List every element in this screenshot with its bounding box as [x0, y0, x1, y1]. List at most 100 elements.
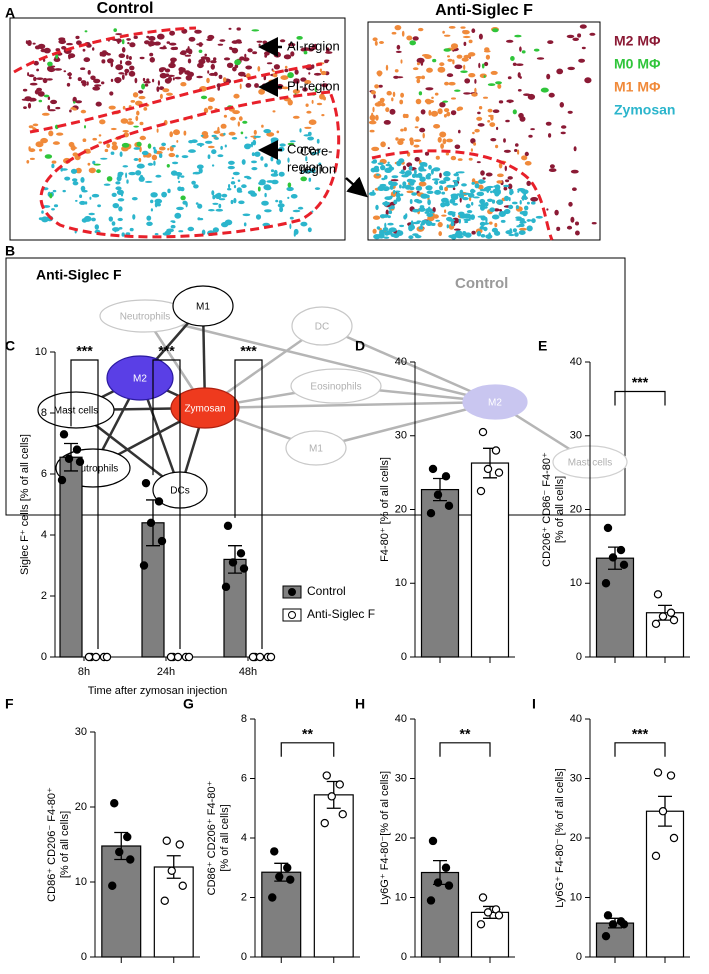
y-tick-label: 0 — [401, 951, 407, 963]
cell-dot — [132, 92, 139, 98]
cell-dot — [384, 196, 393, 201]
cell-dot — [164, 68, 171, 73]
cell-dot — [415, 98, 422, 105]
cell-dot — [457, 158, 463, 161]
cell-dot — [380, 102, 386, 107]
y-axis-label: Ly6G⁺ F4-80⁻ [% of all cells] — [554, 768, 566, 908]
cell-dot — [220, 123, 227, 129]
bar — [153, 866, 194, 958]
data-point — [139, 561, 149, 570]
cell-dot — [131, 197, 138, 201]
cell-dot — [180, 195, 186, 201]
cell-dot — [418, 27, 424, 32]
cell-dot — [126, 121, 134, 125]
cell-dot — [524, 161, 532, 166]
cell-dot — [414, 169, 417, 175]
cell-dot — [34, 89, 40, 95]
cell-dot — [55, 48, 61, 52]
cell-dot — [128, 118, 133, 121]
cell-dot — [439, 172, 442, 178]
cell-dot — [392, 91, 396, 98]
cell-dot — [454, 89, 461, 92]
cell-dot — [530, 128, 535, 131]
cell-dot — [478, 106, 483, 110]
cell-dot — [320, 70, 327, 76]
cell-dot — [196, 43, 204, 46]
significance-bracket — [280, 742, 335, 757]
cell-dot — [211, 134, 217, 138]
y-tick-label: 30 — [570, 772, 582, 784]
cell-dot — [432, 58, 437, 63]
cell-dot — [480, 234, 486, 238]
cell-dot — [68, 76, 72, 80]
cell-dot — [119, 151, 123, 157]
cell-dot — [122, 105, 126, 110]
cell-dot — [155, 174, 162, 178]
cell-dot — [258, 181, 266, 186]
cell-dot — [494, 222, 498, 228]
cell-dot — [223, 57, 231, 61]
cell-dot — [402, 165, 407, 171]
region-label: PI-region — [287, 78, 340, 93]
cell-dot — [272, 69, 275, 73]
cell-dot — [483, 96, 488, 99]
cell-dot — [372, 37, 378, 42]
cell-dot — [482, 222, 490, 225]
cell-dot — [416, 57, 425, 64]
cell-dot — [40, 137, 48, 144]
cell-dot — [268, 79, 277, 84]
cell-dot — [117, 217, 123, 222]
cell-dot — [218, 74, 223, 79]
cell-dot — [432, 167, 441, 172]
data-point — [426, 896, 436, 905]
cell-dot — [273, 152, 278, 157]
cell-dot — [302, 87, 308, 92]
cell-dot — [456, 176, 460, 182]
cell-dot — [496, 180, 503, 184]
cell-dot — [368, 191, 376, 196]
cell-dot — [73, 101, 76, 104]
cell-dot — [244, 136, 248, 139]
chart-panel: G 0 2 4 6 8 CD86⁺ CD206⁺ F4-80⁺ [% of all cells… — [183, 696, 360, 963]
cell-dot — [369, 129, 375, 133]
cell-dot — [406, 35, 413, 41]
cell-dot — [47, 66, 52, 72]
cell-dot — [572, 187, 577, 191]
cell-dot — [115, 64, 124, 71]
data-point — [167, 866, 176, 875]
cell-dot — [218, 203, 222, 209]
cell-dot — [27, 72, 30, 77]
cell-dot — [126, 179, 129, 184]
cell-dot — [474, 87, 477, 94]
cell-dot — [227, 188, 232, 191]
y-tick-label: 30 — [395, 772, 407, 784]
cell-dot — [238, 71, 246, 77]
cell-dot — [264, 209, 272, 213]
cell-dot — [440, 203, 447, 207]
cell-dot — [284, 68, 289, 73]
cell-dot — [300, 77, 307, 82]
cell-dot — [198, 49, 203, 53]
cell-dot — [401, 185, 405, 189]
region-label: Core- — [287, 141, 320, 156]
cell-dot — [526, 201, 530, 205]
cell-dot — [549, 164, 555, 169]
bar — [261, 871, 302, 958]
cell-dot — [442, 100, 449, 103]
cell-dot — [466, 210, 473, 214]
cell-dot — [524, 151, 529, 157]
cell-dot — [75, 167, 82, 174]
data-point — [228, 558, 238, 567]
cell-dot — [463, 64, 466, 71]
cell-dot — [450, 110, 457, 116]
cell-dot — [211, 190, 215, 196]
cell-dot — [446, 73, 454, 78]
cell-dot — [489, 221, 493, 225]
cell-dot — [446, 224, 449, 229]
cell-dot — [413, 139, 422, 143]
cell-dot — [159, 153, 163, 158]
cell-dot — [509, 190, 513, 196]
cell-dot — [52, 189, 57, 193]
cell-dot — [399, 224, 405, 228]
cell-dot — [483, 186, 492, 192]
